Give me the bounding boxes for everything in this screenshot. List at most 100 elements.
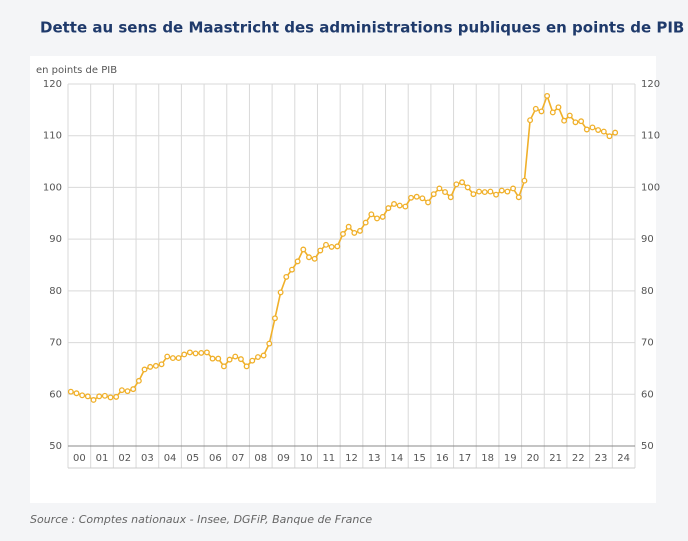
point [90,397,97,403]
point [164,353,171,360]
point [113,393,120,400]
point [362,219,369,226]
x-tick-label: 01 [96,453,109,464]
y2-tick-label: 110 [641,131,660,142]
point [600,128,607,135]
point [203,349,210,356]
point [436,185,443,192]
point [198,349,205,356]
y2-tick-label: 100 [641,182,660,193]
x-tick-label: 04 [164,453,177,464]
x-tick-label: 00 [73,453,86,464]
point [158,361,165,368]
point [402,203,409,210]
point [243,363,250,370]
point [589,124,596,131]
point [385,205,392,212]
y-tick-label: 120 [43,79,62,90]
point [391,201,397,207]
point [266,340,273,347]
point [124,388,131,395]
point [311,255,318,262]
x-tick-label: 23 [595,453,608,464]
point [84,393,91,400]
point [169,355,176,362]
point [79,392,86,399]
point [152,362,159,369]
point [595,127,602,133]
y-tick-label: 80 [49,286,62,297]
point [368,211,375,218]
point [413,193,420,200]
x-tick-label: 20 [527,453,540,464]
point [209,355,216,362]
point [544,92,551,99]
y2-tick-label: 120 [641,79,660,90]
point [186,349,193,356]
point [351,229,358,236]
point [260,352,267,359]
x-tick-label: 15 [413,453,426,464]
point [107,394,114,401]
x-tick-label: 24 [617,453,630,464]
point [538,108,545,115]
point [340,231,346,237]
point [459,179,466,186]
point [357,227,363,234]
point [476,188,483,195]
point [328,243,335,250]
point [408,194,414,201]
point [561,117,568,124]
y-tick-label: 110 [43,131,62,142]
point [504,188,511,195]
point [147,363,154,370]
x-tick-label: 16 [436,453,449,464]
point [118,387,125,394]
point [317,247,324,254]
x-tick-label: 03 [141,453,154,464]
point [464,184,471,191]
x-tick-label: 17 [459,453,472,464]
y2-tick-label: 70 [641,338,654,349]
point [493,191,500,198]
point [181,351,188,358]
point [277,289,284,296]
point [555,104,562,111]
x-tick-label: 06 [209,453,222,464]
point [226,356,233,363]
point [130,386,137,393]
point [527,117,534,124]
x-tick-label: 19 [504,453,517,464]
point [272,315,278,322]
y-tick-label: 70 [49,338,62,349]
point [515,194,522,201]
point [192,350,199,357]
point [300,246,307,253]
y-tick-label: 100 [43,182,62,193]
point [96,393,103,400]
point [425,199,431,206]
point [345,223,352,230]
y2-tick-label: 50 [641,441,654,452]
point [249,357,256,364]
point [583,126,590,133]
point [374,215,380,222]
source: Source : Comptes nationaux - Insee, DGFi… [30,513,372,526]
x-tick-label: 07 [232,453,245,464]
y2-tick-label: 90 [641,234,654,245]
point [141,366,148,373]
x-tick-label: 18 [481,453,494,464]
point [572,119,579,126]
y2-tick-label: 80 [641,286,654,297]
point [306,254,312,261]
point [521,177,528,184]
point [220,363,227,370]
x-tick-label: 13 [368,453,381,464]
x-tick-label: 02 [118,453,131,464]
point [175,355,182,362]
x-tick-label: 12 [345,453,358,464]
y-tick-label: 50 [49,441,62,452]
point [73,390,80,397]
point [254,354,261,361]
point [232,353,239,360]
